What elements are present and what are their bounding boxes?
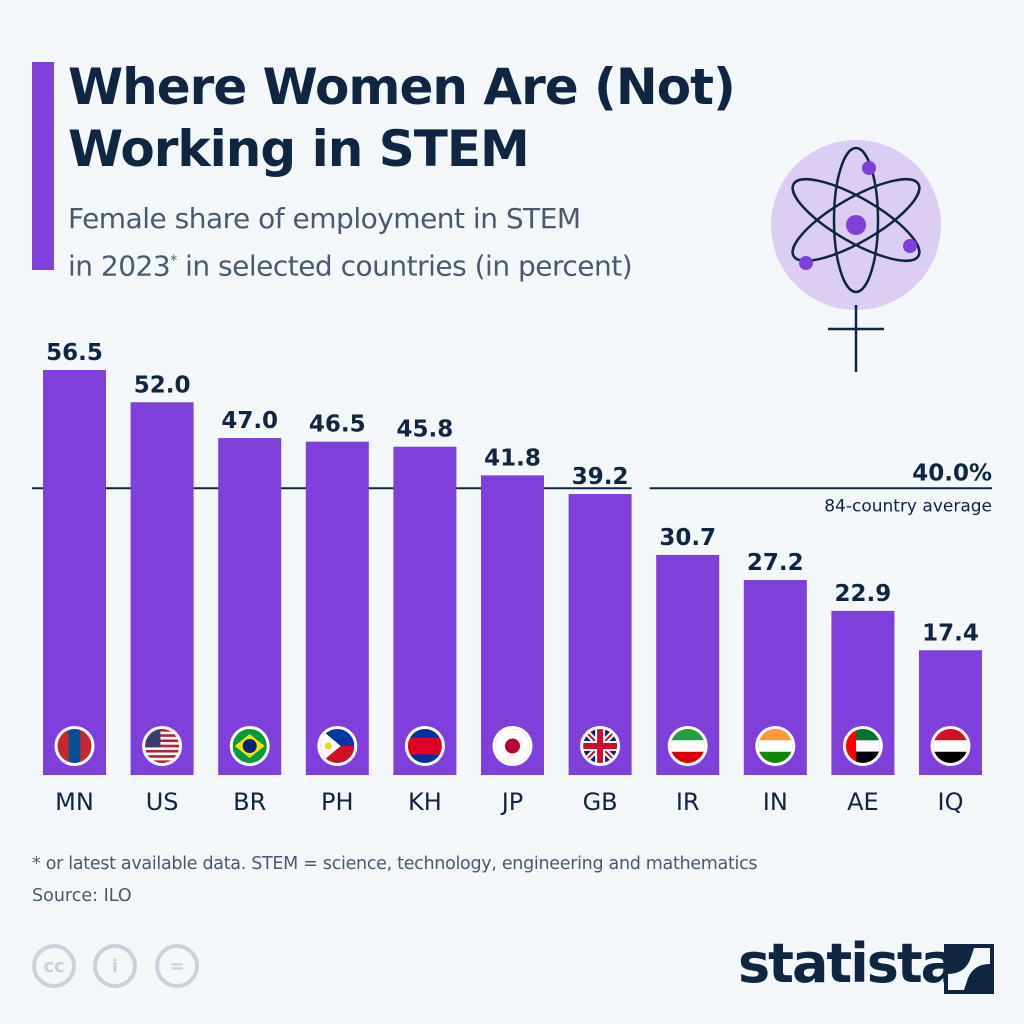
category-label: US: [146, 788, 179, 816]
bar-JP: [481, 475, 544, 775]
flag-border: [842, 726, 883, 766]
bar-KH: [393, 446, 457, 775]
value-label: 30.7: [659, 525, 716, 551]
value-label: 45.8: [397, 417, 454, 443]
subtitle-rest: in selected countries (in percent): [176, 249, 633, 283]
title-line-2: Working in STEM: [68, 120, 530, 178]
value-label: 46.5: [309, 412, 366, 438]
flag-border: [404, 726, 445, 766]
mongolia-flag-icon: [57, 729, 92, 763]
bar-US: [130, 402, 194, 775]
uae-flag-icon: [845, 729, 880, 763]
flag-border: [142, 726, 183, 766]
uk-flag-icon: [583, 729, 618, 763]
value-label: 52.0: [134, 372, 191, 398]
statista-logo[interactable]: statista: [738, 932, 957, 995]
bar-MN: [43, 370, 106, 775]
category-label: KH: [408, 788, 442, 816]
flag-border: [229, 726, 270, 766]
category-label: IN: [763, 788, 788, 816]
category-label: PH: [321, 788, 354, 816]
average-caption: 84-country average: [824, 496, 992, 516]
category-label: GB: [583, 788, 618, 816]
flag-border: [317, 726, 358, 766]
brazil-flag-icon: [232, 729, 267, 763]
value-label: 39.2: [572, 464, 629, 490]
category-label: AE: [847, 788, 879, 816]
bar-BR: [218, 438, 282, 775]
footnote-marker: *: [170, 253, 177, 269]
category-label: JP: [500, 788, 524, 816]
average-value-label: 40.0%: [912, 460, 992, 486]
flag-border: [54, 726, 95, 766]
usa-flag-icon: [145, 729, 180, 763]
category-label: BR: [233, 788, 266, 816]
subtitle-year: in 2023: [68, 249, 171, 283]
flag-border: [667, 726, 708, 766]
footnote: * or latest available data. STEM = scien…: [32, 854, 758, 874]
value-label: 56.5: [46, 340, 103, 366]
category-label: IQ: [938, 788, 964, 816]
flag-border: [930, 726, 971, 766]
value-label: 27.2: [747, 550, 804, 576]
source: Source: ILO: [32, 886, 132, 906]
accent-bar: [32, 62, 54, 270]
category-label: MN: [55, 788, 94, 816]
iran-flag-icon: [670, 729, 705, 763]
flag-border: [755, 726, 796, 766]
india-flag-icon: [758, 729, 793, 763]
value-label: 47.0: [221, 408, 278, 434]
philippines-flag-icon: [320, 729, 355, 763]
subtitle-line-1: Female share of employment in STEM: [68, 202, 581, 235]
category-label: IR: [676, 788, 700, 816]
iraq-flag-icon: [933, 729, 968, 763]
attribution-icon[interactable]: i: [93, 944, 137, 988]
subtitle: Female share of employment in STEM in 20…: [68, 198, 633, 287]
atom-female-icon: [771, 140, 941, 372]
flag-border: [580, 726, 621, 766]
page-title: Where Women Are (Not) Working in STEM: [68, 56, 736, 180]
flag-border: [492, 726, 533, 766]
statista-logo-mark-icon: [944, 944, 994, 994]
cambodia-flag-icon: [407, 729, 442, 763]
bar-PH: [305, 441, 369, 775]
value-label: 17.4: [922, 620, 979, 646]
title-line-1: Where Women Are (Not): [68, 58, 736, 116]
no-derivatives-icon[interactable]: =: [155, 944, 199, 988]
japan-flag-icon: [495, 729, 530, 763]
value-label: 22.9: [835, 581, 892, 607]
creative-commons-icon[interactable]: cc: [32, 944, 76, 988]
subtitle-line-2: in 2023* in selected countries (in perce…: [68, 240, 633, 287]
value-label: 41.8: [484, 445, 541, 471]
